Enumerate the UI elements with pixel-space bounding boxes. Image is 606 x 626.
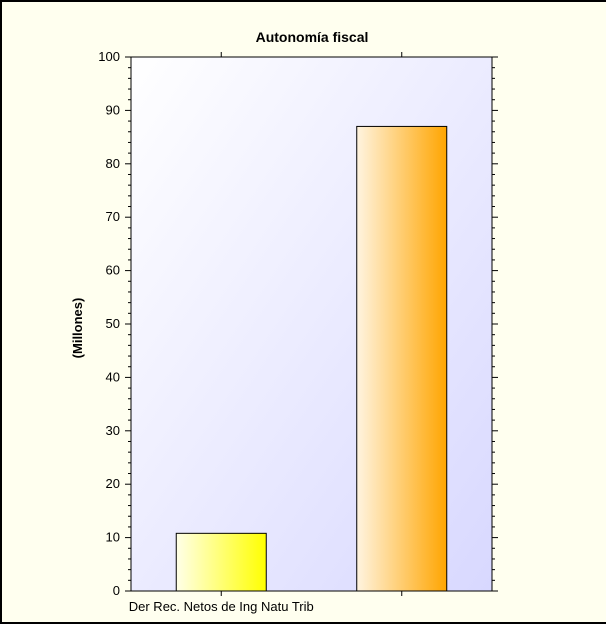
bar-2 [356, 125, 448, 592]
y-tick-label: 30 [106, 423, 120, 438]
y-tick-label: 20 [106, 476, 120, 491]
bar-1 [175, 532, 267, 592]
y-tick-label: 100 [98, 49, 120, 64]
chart-title: Autonomía fiscal [256, 29, 369, 45]
y-tick-label: 80 [106, 156, 120, 171]
x-ticks-group: Der Rec. Netos de Ing Natu Trib [129, 52, 403, 614]
y-tick-label: 50 [106, 316, 120, 331]
y-tick-label: 0 [113, 583, 120, 598]
y-tick-label: 40 [106, 369, 120, 384]
y-tick-label: 90 [106, 102, 120, 117]
x-tick-label: Der Rec. Netos de Ing Natu Trib [129, 599, 314, 614]
bars-group [175, 125, 448, 592]
y-axis-label: (Millones) [70, 298, 85, 359]
y-tick-label: 60 [106, 263, 120, 278]
y-tick-label: 70 [106, 209, 120, 224]
y-tick-label: 10 [106, 530, 120, 545]
y-ticks-group: 0 10 20 30 40 50 60 70 80 90 100 [98, 49, 498, 598]
